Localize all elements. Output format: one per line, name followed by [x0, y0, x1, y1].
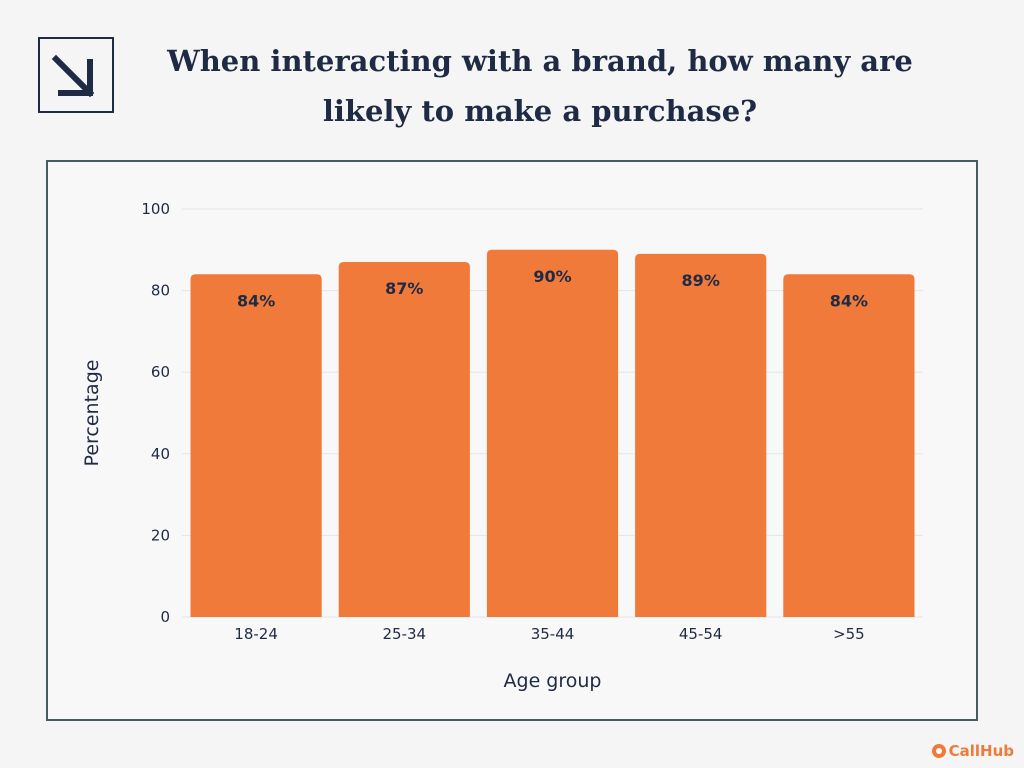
bar	[190, 274, 322, 617]
bar-chart: 0 20 40 60 80 100 84% 18-24 87% 25-34 90% 35-44 89% 4…	[81, 200, 923, 692]
bar	[635, 253, 767, 617]
x-tick-label: 18-24	[234, 625, 278, 643]
y-tick-label: 80	[151, 282, 170, 300]
data-label: 90%	[533, 267, 571, 286]
brand-logo: CallHub	[931, 742, 1014, 760]
y-tick-label: 0	[160, 608, 170, 626]
y-tick-label: 100	[141, 200, 170, 218]
data-label: 87%	[385, 279, 423, 298]
x-tick-label: 25-34	[383, 625, 427, 643]
y-tick-label: 20	[151, 526, 170, 544]
bar	[783, 274, 915, 617]
chat-bubble-icon	[931, 744, 946, 758]
chart-panel: 0 20 40 60 80 100 84% 18-24 87% 25-34 90% 35-44 89% 4…	[46, 160, 978, 721]
bar	[338, 262, 470, 617]
x-tick-label: 35-44	[531, 625, 575, 643]
x-tick-label: 45-54	[679, 625, 723, 643]
bar	[486, 249, 619, 618]
logo-icon	[38, 37, 114, 113]
x-tick-label: >55	[833, 625, 865, 643]
data-label: 84%	[830, 291, 868, 310]
y-tick-label: 40	[151, 445, 170, 463]
x-axis-title: Age group	[504, 670, 602, 692]
data-label: 89%	[682, 271, 720, 290]
arrow-down-right-icon	[51, 54, 95, 98]
brand-name: CallHub	[948, 742, 1014, 760]
y-tick-label: 60	[151, 363, 170, 381]
data-label: 84%	[237, 291, 275, 310]
page-title: When interacting with a brand, how many …	[167, 44, 913, 128]
y-axis-title: Percentage	[81, 360, 103, 467]
